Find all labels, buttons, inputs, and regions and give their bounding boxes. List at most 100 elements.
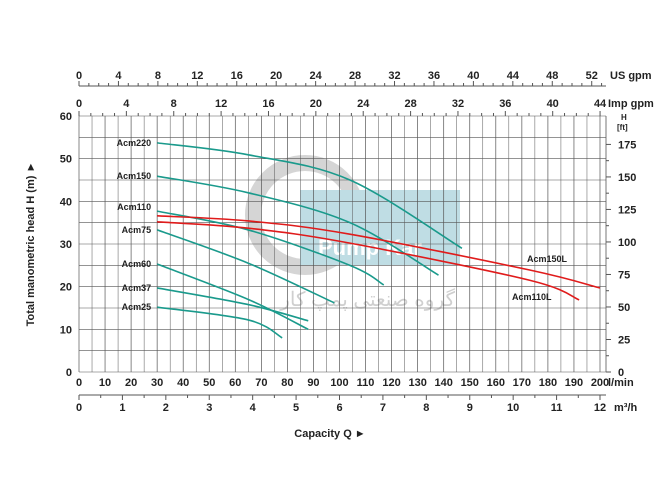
curve-label-acm150l: Acm150L xyxy=(527,254,568,264)
us-gpm-tick-label: 24 xyxy=(310,70,323,82)
y-tick-label: 20 xyxy=(60,282,72,294)
m3h-tick-label: 1 xyxy=(119,402,125,414)
x-tick-label: 60 xyxy=(229,377,241,389)
watermark-gear-icon xyxy=(245,155,365,275)
curve-label-acm110: Acm110 xyxy=(117,202,151,212)
x-tick-label: 100 xyxy=(330,377,348,389)
y-tick-label: 50 xyxy=(60,154,72,166)
curve-acm150l xyxy=(157,215,601,289)
y-tick-label: 30 xyxy=(60,239,72,251)
x-tick-label: 0 xyxy=(76,377,82,389)
imp-gpm-unit-label: Imp gpm xyxy=(608,98,654,110)
curve-acm110l xyxy=(157,221,580,301)
x-tick-label: 150 xyxy=(461,377,479,389)
x-tick-label: 130 xyxy=(408,377,426,389)
imp-gpm-tick-label: 12 xyxy=(215,98,227,110)
imp-gpm-tick-label: 20 xyxy=(310,98,322,110)
us-gpm-tick-label: 32 xyxy=(388,70,400,82)
imp-gpm-tick-label: 24 xyxy=(357,98,370,110)
us-gpm-tick-label: 36 xyxy=(428,70,440,82)
us-gpm-tick-label: 44 xyxy=(507,70,520,82)
m3h-tick-label: 6 xyxy=(336,402,342,414)
x-tick-label: 180 xyxy=(539,377,557,389)
imp-gpm-tick-label: 40 xyxy=(547,98,559,110)
imp-gpm-tick-label: 0 xyxy=(76,98,82,110)
us-gpm-tick-label: 12 xyxy=(191,70,203,82)
m3h-tick-label: 7 xyxy=(380,402,386,414)
imp-gpm-tick-label: 28 xyxy=(404,98,416,110)
curve-label-acm60: Acm60 xyxy=(122,259,152,269)
imp-gpm-tick-label: 32 xyxy=(452,98,464,110)
watermark-persian-text: گروه صنعتی پمپ کار xyxy=(279,288,455,311)
x-tick-label: 90 xyxy=(307,377,319,389)
m3h-tick-label: 0 xyxy=(76,402,82,414)
x-tick-label: 110 xyxy=(357,377,375,389)
curve-label-acm150: Acm150 xyxy=(117,171,152,181)
m3h-unit-label: m³/h xyxy=(614,402,638,414)
curve-label-acm37: Acm37 xyxy=(122,283,152,293)
m3h-tick-label: 3 xyxy=(206,402,212,414)
curve-acm60 xyxy=(156,263,309,331)
m3h-tick-label: 8 xyxy=(423,402,429,414)
ft-tick-label: 100 xyxy=(618,237,636,249)
imp-gpm-tick-label: 36 xyxy=(499,98,511,110)
y-tick-label: 40 xyxy=(60,196,72,208)
us-gpm-tick-label: 40 xyxy=(467,70,479,82)
m3h-tick-label: 12 xyxy=(594,402,606,414)
ft-axis-label-h: H xyxy=(621,113,627,122)
x-tick-label: 10 xyxy=(99,377,111,389)
y-tick-label: 10 xyxy=(60,324,72,336)
imp-gpm-tick-label: 4 xyxy=(123,98,130,110)
m3h-tick-label: 2 xyxy=(163,402,169,414)
imp-gpm-tick-label: 44 xyxy=(594,98,607,110)
x-tick-label: 80 xyxy=(281,377,293,389)
ft-tick-label: 0 xyxy=(618,367,624,379)
m3h-tick-label: 11 xyxy=(551,402,563,414)
m3h-tick-label: 4 xyxy=(250,402,257,414)
us-gpm-tick-label: 0 xyxy=(76,70,82,82)
ft-tick-label: 150 xyxy=(618,172,636,184)
curve-label-acm110l: Acm110L xyxy=(512,292,552,302)
curve-acm37 xyxy=(157,287,309,322)
x-tick-label: 200 xyxy=(591,377,609,389)
ft-tick-label: 125 xyxy=(618,204,636,216)
x-axis-title: Capacity Q ► xyxy=(294,428,365,440)
us-gpm-tick-label: 16 xyxy=(231,70,243,82)
us-gpm-tick-label: 48 xyxy=(546,70,558,82)
us-gpm-tick-label: 52 xyxy=(586,70,598,82)
y-tick-label: 0 xyxy=(66,367,72,379)
ft-tick-label: 25 xyxy=(618,334,630,346)
us-gpm-tick-label: 8 xyxy=(155,70,161,82)
x-tick-label: 160 xyxy=(487,377,505,389)
x-unit-label: l/min xyxy=(608,377,634,389)
curve-label-acm220: Acm220 xyxy=(117,138,152,148)
curve-label-acm25: Acm25 xyxy=(122,302,152,312)
ft-tick-label: 75 xyxy=(618,269,630,281)
us-gpm-tick-label: 28 xyxy=(349,70,361,82)
x-tick-label: 170 xyxy=(513,377,531,389)
ft-tick-label: 50 xyxy=(618,302,630,314)
x-tick-label: 20 xyxy=(125,377,137,389)
x-tick-label: 50 xyxy=(203,377,215,389)
curve-label-acm75: Acm75 xyxy=(122,225,152,235)
imp-gpm-tick-label: 16 xyxy=(262,98,274,110)
us-gpm-tick-label: 4 xyxy=(115,70,122,82)
x-tick-label: 140 xyxy=(435,377,453,389)
y-axis-title: Total manometric head H (m) ► xyxy=(25,162,37,327)
us-gpm-tick-label: 20 xyxy=(270,70,282,82)
curve-acm25 xyxy=(157,306,283,339)
x-tick-label: 70 xyxy=(255,377,267,389)
x-tick-label: 40 xyxy=(177,377,189,389)
y-tick-label: 60 xyxy=(60,111,72,123)
curve-acm75 xyxy=(156,229,335,304)
x-tick-label: 30 xyxy=(151,377,163,389)
us-gpm-unit-label: US gpm xyxy=(610,70,652,82)
ft-tick-label: 175 xyxy=(618,139,636,151)
curve-acm220 xyxy=(157,142,463,249)
m3h-tick-label: 9 xyxy=(467,402,473,414)
x-tick-label: 190 xyxy=(565,377,583,389)
imp-gpm-tick-label: 8 xyxy=(171,98,177,110)
